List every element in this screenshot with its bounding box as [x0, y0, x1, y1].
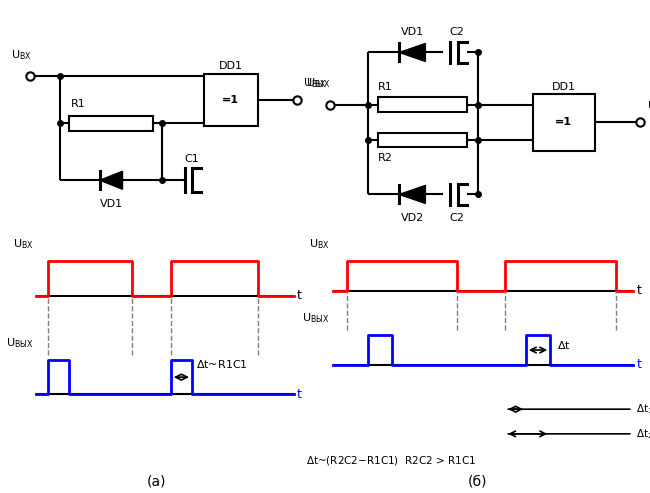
Text: VD1: VD1 — [401, 27, 424, 37]
Text: DD1: DD1 — [552, 81, 576, 92]
Text: U$_{\mathregular{ВЫХ}}$: U$_{\mathregular{ВЫХ}}$ — [302, 312, 330, 325]
Text: (б): (б) — [468, 474, 488, 488]
Text: t: t — [636, 284, 641, 297]
Text: VD2: VD2 — [400, 213, 424, 223]
Text: t: t — [296, 289, 302, 302]
Text: C2: C2 — [450, 27, 465, 37]
Text: U$_{\mathregular{ВХ}}$: U$_{\mathregular{ВХ}}$ — [11, 48, 32, 62]
Text: (а): (а) — [146, 474, 166, 488]
Text: t: t — [296, 388, 302, 401]
Text: R2: R2 — [378, 153, 393, 163]
Text: =1: =1 — [555, 117, 573, 127]
Text: C2: C2 — [450, 213, 465, 223]
Text: R1: R1 — [378, 81, 393, 92]
Text: U$_{\mathregular{ВХ}}$: U$_{\mathregular{ВХ}}$ — [13, 238, 33, 251]
Polygon shape — [100, 171, 122, 189]
Text: $\Delta$t~(R2C2$-$R1C1)  R2C2 > R1C1: $\Delta$t~(R2C2$-$R1C1) R2C2 > R1C1 — [306, 455, 476, 467]
Polygon shape — [399, 43, 425, 62]
Text: DD1: DD1 — [219, 62, 242, 71]
Bar — [378, 98, 467, 111]
Text: U$_{\mathregular{ВЫХ}}$: U$_{\mathregular{ВЫХ}}$ — [647, 99, 650, 113]
Bar — [70, 116, 153, 131]
Text: C1: C1 — [185, 154, 200, 164]
Text: $\Delta$t: $\Delta$t — [557, 339, 571, 351]
Bar — [204, 74, 257, 126]
Text: U$_{\mathregular{ВЫХ}}$: U$_{\mathregular{ВЫХ}}$ — [302, 76, 330, 90]
Text: VD1: VD1 — [99, 199, 123, 209]
Text: $\Delta$t~R1C1: $\Delta$t~R1C1 — [196, 358, 248, 370]
Text: $\Delta$t$_2$~R2C2: $\Delta$t$_2$~R2C2 — [636, 427, 650, 441]
Text: =1: =1 — [222, 95, 239, 105]
Text: $\Delta$t$_1$~R1C1: $\Delta$t$_1$~R1C1 — [636, 402, 650, 416]
Bar — [378, 133, 467, 147]
Text: U$_{\mathregular{ВЫХ}}$: U$_{\mathregular{ВЫХ}}$ — [6, 336, 33, 350]
Text: U$_{\mathregular{ВХ}}$: U$_{\mathregular{ВХ}}$ — [309, 238, 330, 251]
Text: U$_{\mathregular{ВХ}}$: U$_{\mathregular{ВХ}}$ — [306, 76, 326, 90]
Bar — [533, 94, 595, 151]
Text: R1: R1 — [71, 99, 86, 109]
Text: t: t — [636, 358, 641, 371]
Polygon shape — [399, 185, 425, 204]
